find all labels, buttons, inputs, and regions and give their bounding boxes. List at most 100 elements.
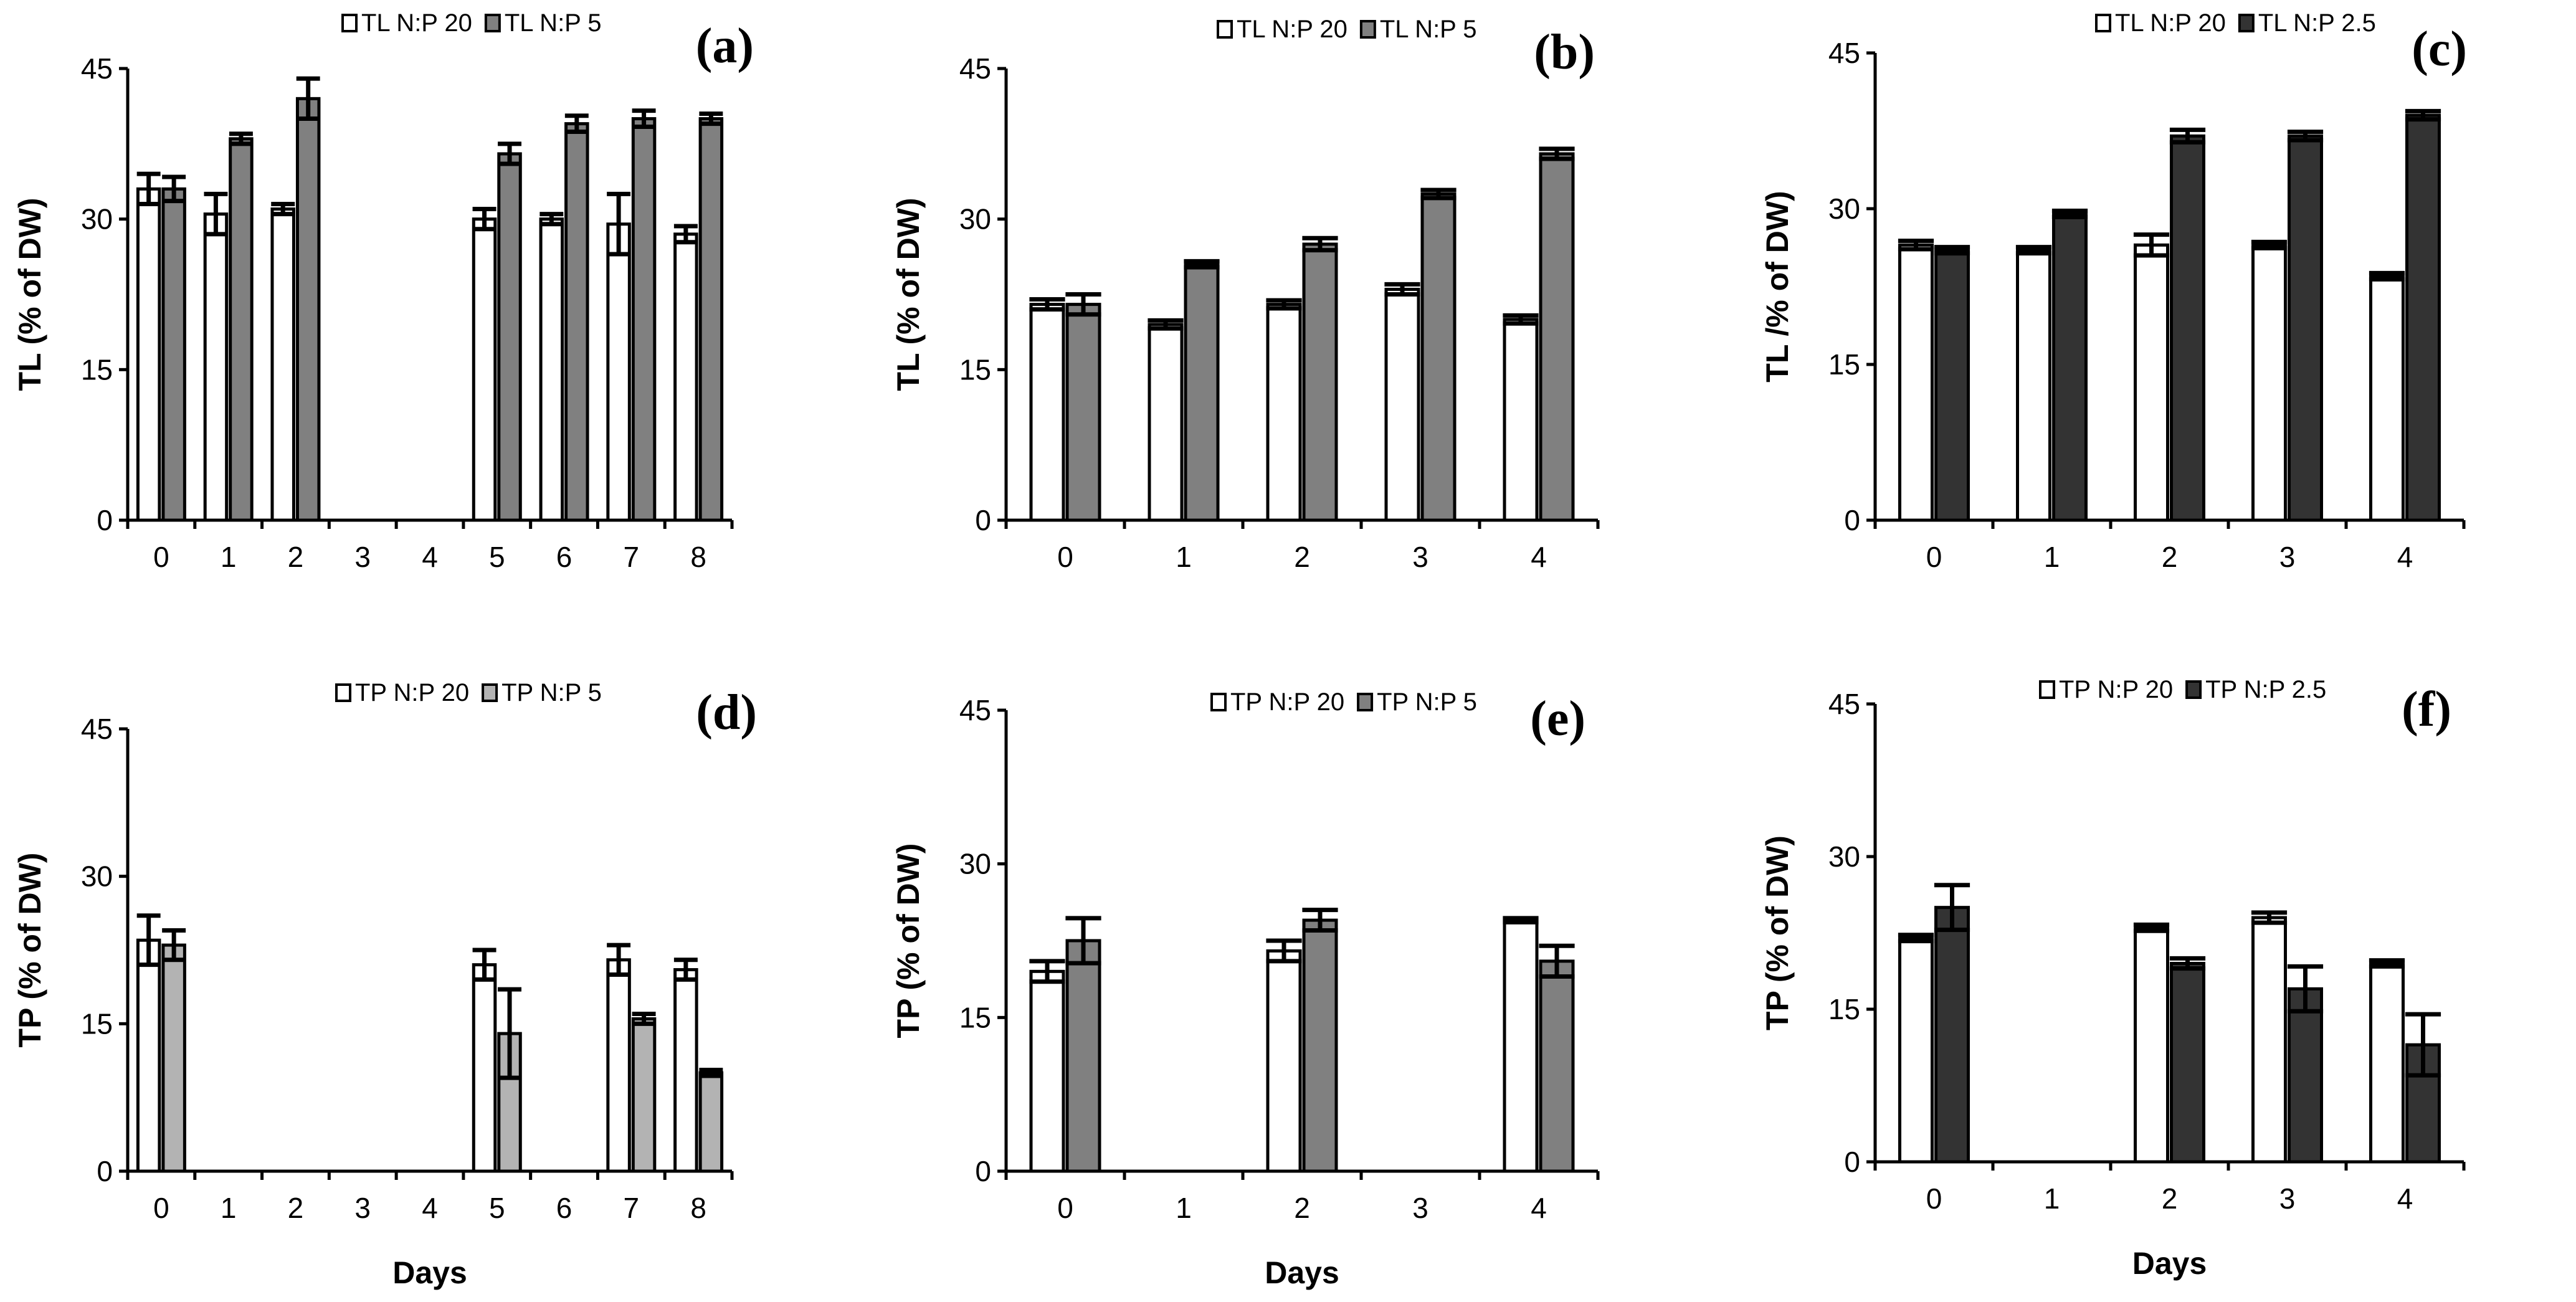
- y-tick-label: 30: [1828, 192, 1860, 225]
- y-tick-label: 45: [959, 694, 991, 726]
- x-axis-label: Days: [1265, 1255, 1339, 1290]
- error-bar: [2133, 922, 2170, 933]
- bar: [698, 1071, 724, 1173]
- legend-swatch: [1217, 20, 1233, 39]
- bar: [2134, 926, 2169, 1164]
- y-axis-label: TL /% of DW): [1760, 191, 1795, 382]
- bar: [1266, 949, 1302, 1173]
- error-bar: [271, 202, 295, 217]
- error-bar: [2405, 108, 2441, 122]
- bar: [1029, 969, 1065, 1173]
- legend-swatch: [1359, 20, 1376, 39]
- error-bar: [1302, 908, 1338, 933]
- y-tick-label: 45: [959, 52, 991, 85]
- bar: [1898, 936, 1934, 1164]
- x-tick-label: 2: [1294, 1192, 1310, 1224]
- legend-label: TP N:P 5: [501, 679, 602, 706]
- x-tick-label: 4: [422, 541, 438, 573]
- error-bar: [2015, 245, 2052, 256]
- error-bar: [1934, 883, 1970, 933]
- legend-label: TL N:P 5: [1380, 16, 1477, 43]
- y-axis-label: TL (% of DW): [12, 197, 47, 391]
- x-tick-label: 0: [1926, 541, 1942, 573]
- legend-label: TL N:P 2.5: [2258, 9, 2376, 37]
- bar: [229, 137, 254, 522]
- error-bar: [162, 928, 186, 962]
- bar: [698, 117, 724, 522]
- error-bar: [2051, 208, 2088, 219]
- x-tick-label: 3: [1412, 541, 1428, 573]
- legend-swatch: [482, 683, 498, 702]
- bar: [2170, 962, 2205, 1164]
- panel-label: (a): [696, 19, 754, 74]
- error-bar: [673, 957, 698, 982]
- x-tick-label: 2: [2162, 1182, 2178, 1215]
- bar: [1503, 318, 1539, 522]
- error-bar: [1065, 292, 1101, 317]
- legend-label: TP N:P 20: [355, 679, 469, 706]
- chart-panel: 0 15 30 45 0 1 2 3 4 TP (% of DW) Days TP N:P 20 TP …: [891, 688, 1600, 1290]
- chart-panel: 0 15 30 45 0 1 2 3 4 TL /% of DW) TL N:P 20 TL N:P …: [1760, 9, 2467, 573]
- legend-label: TP N:P 20: [2059, 676, 2173, 703]
- panel-label: (b): [1534, 25, 1595, 80]
- bar: [1539, 152, 1575, 522]
- y-tick-label: 30: [81, 860, 113, 893]
- bar: [2052, 212, 2088, 522]
- y-tick-label: 15: [959, 353, 991, 386]
- legend-swatch: [341, 14, 358, 32]
- y-tick-label: 15: [1828, 993, 1860, 1025]
- bar: [1029, 303, 1065, 522]
- y-tick-label: 0: [975, 504, 991, 536]
- x-tick-label: 4: [2397, 1182, 2413, 1215]
- x-tick-label: 6: [556, 541, 573, 573]
- y-axis-label: TP (% of DW): [1760, 835, 1795, 1030]
- y-tick-label: 0: [1844, 1146, 1860, 1178]
- x-tick-label: 6: [556, 1192, 573, 1224]
- error-bar: [1029, 959, 1065, 984]
- bar: [161, 187, 186, 522]
- y-axis-label: TP (% of DW): [891, 843, 926, 1038]
- bar: [2170, 134, 2205, 522]
- error-bar: [632, 1012, 656, 1026]
- error-bar: [1029, 297, 1065, 312]
- y-tick-label: 30: [1828, 840, 1860, 873]
- error-bar: [2369, 958, 2405, 969]
- x-tick-label: 1: [221, 541, 237, 573]
- bar: [1503, 918, 1539, 1173]
- x-tick-label: 3: [354, 541, 371, 573]
- error-bar: [607, 943, 631, 977]
- panel-label: (e): [1530, 691, 1585, 746]
- error-bar: [1934, 245, 1970, 256]
- error-bar: [1420, 188, 1457, 201]
- error-bar: [498, 987, 521, 1080]
- bar: [606, 958, 631, 1173]
- error-bar: [1503, 916, 1539, 924]
- x-tick-label: 7: [624, 1192, 640, 1224]
- error-bar: [539, 212, 564, 227]
- x-tick-label: 3: [354, 1192, 371, 1224]
- y-tick-label: 45: [1828, 37, 1860, 69]
- bar: [295, 97, 321, 522]
- y-tick-label: 0: [975, 1155, 991, 1187]
- bar: [1539, 959, 1575, 1173]
- legend-label: TL N:P 20: [1237, 16, 1347, 43]
- x-tick-label: 0: [153, 541, 169, 573]
- error-bar: [2369, 270, 2405, 282]
- error-bar: [1065, 916, 1101, 966]
- y-tick-label: 0: [97, 1155, 113, 1187]
- bar: [2405, 113, 2441, 522]
- legend-label: TL N:P 20: [2115, 9, 2226, 37]
- x-tick-label: 2: [1294, 541, 1310, 573]
- error-bar: [564, 113, 589, 134]
- bar: [1065, 939, 1101, 1173]
- legend-label: TP N:P 5: [1377, 688, 1477, 716]
- bar: [2016, 249, 2051, 522]
- x-tick-label: 5: [489, 541, 505, 573]
- bar: [2251, 243, 2287, 522]
- x-tick-label: 8: [690, 1192, 706, 1224]
- error-bar: [2251, 239, 2288, 250]
- bar: [631, 117, 657, 522]
- error-bar: [1148, 318, 1184, 331]
- error-bar: [162, 174, 186, 204]
